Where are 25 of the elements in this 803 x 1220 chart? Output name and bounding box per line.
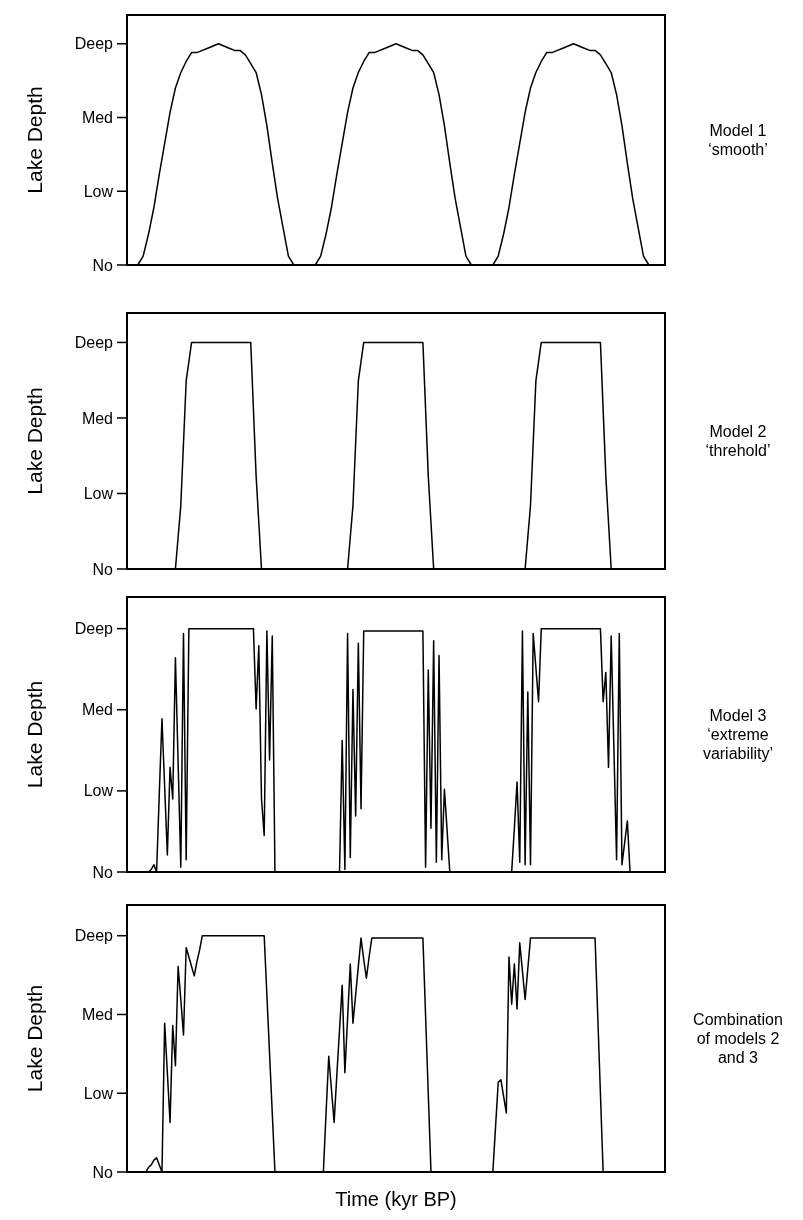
text: Model 1 ‘smooth’ <box>708 122 768 159</box>
y-axis-title: Lake Depth <box>23 86 46 194</box>
text: Med <box>81 1006 113 1024</box>
text: Low <box>83 1084 114 1102</box>
text: Low <box>83 485 114 503</box>
text: Med <box>81 701 113 719</box>
text: Deep <box>74 334 114 352</box>
text: Low <box>83 782 114 800</box>
text: Low <box>83 182 114 200</box>
text: No <box>92 256 114 274</box>
text: No <box>92 1163 114 1181</box>
text: Med <box>81 409 113 427</box>
text: Deep <box>74 620 114 638</box>
text: Model 3 ‘extreme variability’ <box>702 707 774 763</box>
text: Combination of models 2 and 3 <box>693 1011 783 1067</box>
text: No <box>92 863 114 881</box>
text: No <box>92 560 114 578</box>
text: Deep <box>74 927 114 945</box>
y-axis-title: Lake Depth <box>23 984 46 1093</box>
text: Model 2 ‘threhold’ <box>705 423 771 460</box>
y-axis-title: Lake Depth <box>23 680 46 789</box>
y-axis-title: Lake Depth <box>23 387 46 495</box>
text: Med <box>81 109 113 127</box>
x-axis-title: Time (kyr BP) <box>335 1188 457 1210</box>
text: Deep <box>74 35 114 53</box>
